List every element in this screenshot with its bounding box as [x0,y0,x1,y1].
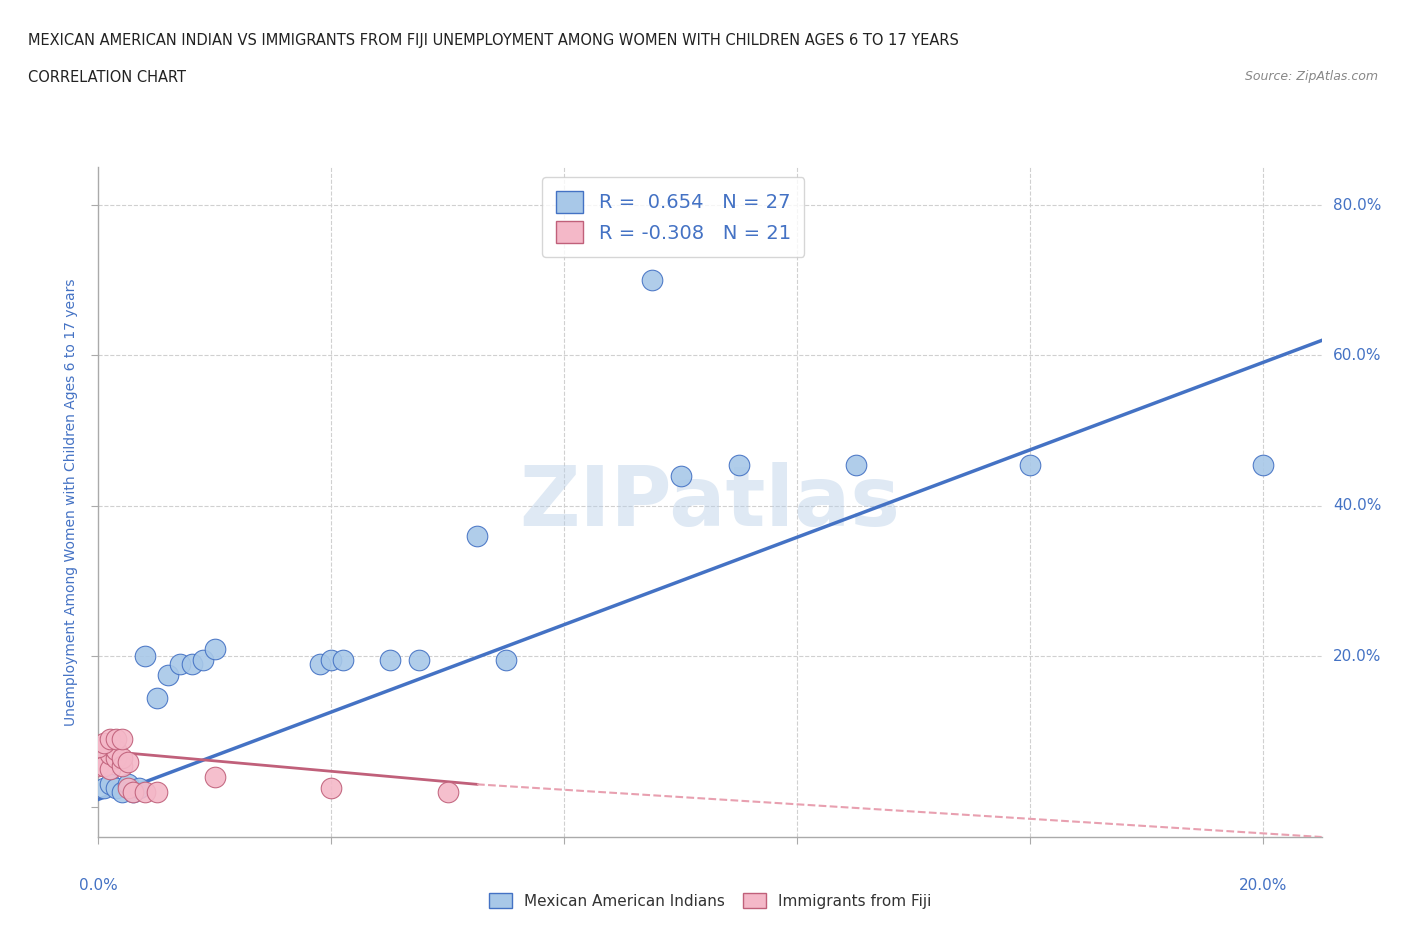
Text: 20.0%: 20.0% [1239,878,1288,894]
Point [1019,458,1042,472]
Point [308,657,330,671]
Point [465,528,488,543]
Point [104,732,127,747]
Point [104,780,127,795]
Point [641,272,664,287]
Point [145,784,167,799]
Text: 40.0%: 40.0% [1333,498,1382,513]
Legend: Mexican American Indians, Immigrants from Fiji: Mexican American Indians, Immigrants fro… [481,885,939,916]
Point [378,653,401,668]
Point [408,653,430,668]
Point [321,653,343,668]
Point [98,732,121,747]
Point [87,758,110,773]
Point [93,736,115,751]
Point [1253,458,1275,472]
Text: 80.0%: 80.0% [1333,197,1382,213]
Text: 0.0%: 0.0% [79,878,118,894]
Point [180,657,202,671]
Point [728,458,751,472]
Point [169,657,191,671]
Point [134,784,156,799]
Point [122,784,145,799]
Point [104,743,127,758]
Point [111,732,134,747]
Point [104,751,127,765]
Point [87,739,110,754]
Point [111,751,134,765]
Point [117,754,139,769]
Point [193,653,215,668]
Point [204,642,226,657]
Point [145,690,167,705]
Text: MEXICAN AMERICAN INDIAN VS IMMIGRANTS FROM FIJI UNEMPLOYMENT AMONG WOMEN WITH CH: MEXICAN AMERICAN INDIAN VS IMMIGRANTS FR… [28,33,959,47]
Point [495,653,517,668]
Y-axis label: Unemployment Among Women with Children Ages 6 to 17 years: Unemployment Among Women with Children A… [65,278,79,726]
Point [117,780,139,795]
Point [117,777,139,791]
Text: Source: ZipAtlas.com: Source: ZipAtlas.com [1244,70,1378,83]
Point [98,747,121,762]
Point [845,458,868,472]
Text: 60.0%: 60.0% [1333,348,1382,363]
Point [204,769,226,784]
Text: ZIPatlas: ZIPatlas [520,461,900,543]
Text: CORRELATION CHART: CORRELATION CHART [28,70,186,85]
Point [93,780,115,795]
Point [122,784,145,799]
Point [111,784,134,799]
Text: 20.0%: 20.0% [1333,649,1382,664]
Point [111,758,134,773]
Point [321,780,343,795]
Point [134,649,156,664]
Point [98,777,121,791]
Point [332,653,354,668]
Point [98,762,121,777]
Point [93,758,115,773]
Point [128,780,150,795]
Point [669,469,692,484]
Point [437,784,460,799]
Point [157,668,180,683]
